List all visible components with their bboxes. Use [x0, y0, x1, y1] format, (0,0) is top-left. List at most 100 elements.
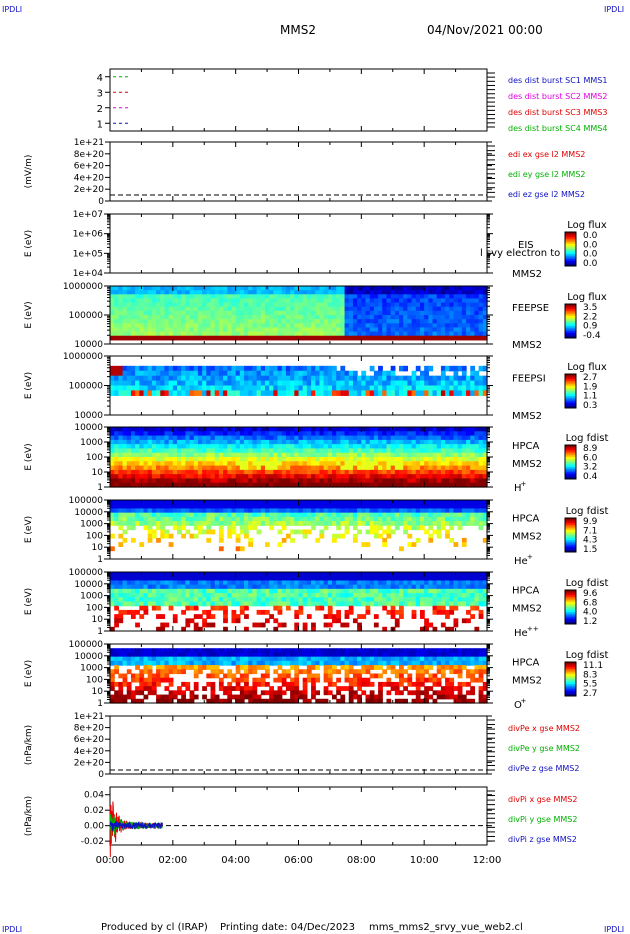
feepsi-spectrogram-cell — [361, 380, 367, 387]
hpca-h-spectrogram-cell — [160, 469, 166, 475]
feepsi-spectrogram-cell — [323, 390, 329, 396]
hpca-hepp-spectrogram-cell — [373, 584, 379, 590]
hpca-h-spectrogram-cell — [256, 461, 262, 467]
hpca-he-spectrogram-cell — [365, 500, 371, 505]
feepsi-spectrogram-cell — [252, 365, 258, 372]
hpca-h-spectrogram-cell — [252, 461, 258, 467]
hpca-he-spectrogram-cell — [189, 521, 195, 526]
feepse-spectrogram-cell — [189, 306, 195, 312]
hpca-h-spectrogram-cell — [382, 469, 388, 475]
hpca-hepp-spectrogram-cell — [197, 584, 203, 590]
hpca-h-spectrogram-cell — [197, 482, 203, 488]
hpca-h-spectrogram-cell — [214, 474, 220, 480]
feepse-spectrogram-cell — [239, 302, 245, 308]
hpca-he-spectrogram-cell — [394, 500, 400, 505]
hpca-h-spectrogram-cell — [160, 482, 166, 488]
hpca-hepp-spectrogram-cell — [365, 601, 371, 607]
hpca-h-spectrogram-cell — [130, 448, 136, 454]
hpca-h-spectrogram-cell — [218, 478, 224, 484]
hpca-h-spectrogram-cell — [264, 431, 270, 437]
hpca-hepp-spectrogram-cell — [218, 588, 224, 594]
colorbar-segment — [565, 451, 576, 454]
hpca-h-spectrogram-cell — [348, 435, 354, 441]
feepse-spectrogram-cell — [193, 302, 199, 308]
colorbar-segment — [565, 260, 576, 264]
feepse-spectrogram-cell — [394, 294, 400, 300]
hpca-h-spectrogram-cell — [189, 478, 195, 484]
feepse-spectrogram-cell — [436, 286, 442, 291]
feepsi-spectrogram-cell — [461, 375, 467, 382]
hpca-h-spectrogram-cell — [264, 435, 270, 441]
hpca-hepp-spectrogram-cell — [202, 588, 207, 594]
feepsi-spectrogram-cell — [419, 385, 425, 392]
feepse-spectrogram-cell — [302, 302, 308, 308]
hpca-h-spectrogram-cell — [357, 439, 362, 445]
hpca-h-spectrogram-cell — [202, 431, 207, 437]
hpca-h-spectrogram-cell — [197, 439, 203, 445]
feepse-spectrogram-cell — [407, 319, 413, 324]
feepsi-spectrogram-cell — [294, 365, 300, 372]
hpca-he-spectrogram-cell — [252, 516, 258, 522]
colorbar-tick-label: 3.2 — [583, 463, 597, 473]
feepsi-spectrogram-cell — [185, 375, 191, 382]
hpca-h-spectrogram-cell — [164, 452, 170, 458]
hpca-hepp-spectrogram-cell — [373, 572, 379, 577]
hpca-he-spectrogram-cell — [164, 529, 170, 535]
feepsi-spectrogram-cell — [193, 375, 199, 382]
hpca-h-spectrogram-cell — [470, 439, 476, 445]
feepsi-spectrogram-cell — [290, 385, 295, 392]
feepse-spectrogram-cell — [386, 335, 392, 341]
feepse-spectrogram-cell — [344, 323, 350, 329]
feepse-spectrogram-cell — [357, 331, 362, 337]
hpca-hepp-spectrogram-cell — [231, 601, 237, 607]
feepse-spectrogram-cell — [260, 331, 266, 337]
hpca-hepp-spectrogram-cell — [118, 597, 124, 603]
feepsi-spectrogram-cell — [332, 365, 337, 372]
hpca-h-spectrogram-cell — [256, 465, 262, 471]
hpca-he-spectrogram-cell — [122, 537, 128, 543]
feepse-spectrogram-cell — [122, 315, 128, 320]
feepse-spectrogram-cell — [223, 290, 228, 295]
feepsi-spectrogram-cell — [193, 370, 199, 377]
hpca-h-spectrogram-cell — [478, 435, 484, 441]
hpca-h-spectrogram-cell — [248, 435, 254, 441]
hpca-hepp-spectrogram-cell — [185, 576, 191, 582]
hpca-hepp-spectrogram-cell — [130, 588, 136, 594]
hpca-hepp-spectrogram-cell — [302, 576, 308, 582]
hpca-h-spectrogram-cell — [210, 427, 216, 432]
feepse-spectrogram-cell — [126, 327, 132, 333]
feepse-spectrogram-cell — [394, 315, 400, 320]
hpca-he-spectrogram-cell — [273, 500, 279, 505]
hpca-h-spectrogram-cell — [461, 427, 467, 432]
feepse-spectrogram-cell — [457, 290, 463, 295]
hpca-h-spectrogram-cell — [164, 474, 170, 480]
feepsi-spectrogram-cell — [122, 375, 128, 382]
colorbar-segment — [565, 535, 576, 538]
feepse-spectrogram-cell — [151, 335, 157, 341]
feepsi-spectrogram-cell — [390, 365, 396, 372]
hpca-hepp-spectrogram-cell — [172, 572, 178, 577]
hpca-h-spectrogram-cell — [478, 482, 484, 488]
spacecraft-label: MMS2 — [512, 532, 542, 543]
feepse-spectrogram-cell — [235, 298, 241, 304]
feepse-spectrogram-cell — [126, 331, 132, 337]
hpca-h-spectrogram-cell — [239, 431, 245, 437]
feepsi-spectrogram-cell — [311, 385, 316, 392]
hpca-h-spectrogram-cell — [164, 469, 170, 475]
feepse-spectrogram-cell — [143, 319, 149, 324]
hpca-he-spectrogram-cell — [382, 508, 388, 514]
feepsi-spectrogram-cell — [466, 375, 471, 382]
feepse-spectrogram-cell — [248, 335, 254, 341]
hpca-he-spectrogram-cell — [252, 508, 258, 514]
hpca-h-spectrogram-cell — [403, 444, 409, 450]
hpca-hepp-spectrogram-cell — [160, 622, 166, 628]
feepse-spectrogram-cell — [177, 286, 182, 291]
feepse-spectrogram-cell — [399, 294, 404, 300]
feepse-spectrogram-cell — [156, 335, 161, 341]
hpca-he-spectrogram-cell — [130, 516, 136, 522]
feepse-spectrogram-cell — [440, 319, 446, 324]
hpca-he-spectrogram-cell — [239, 504, 245, 510]
feepse-spectrogram-cell — [453, 335, 459, 341]
feepse-spectrogram-cell — [373, 302, 379, 308]
hpca-hepp-spectrogram-cell — [352, 601, 358, 607]
